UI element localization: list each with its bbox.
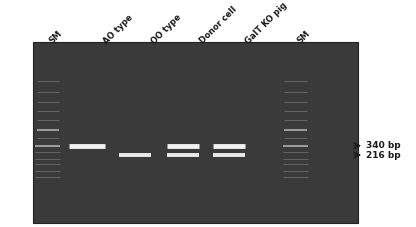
Text: GalT KO pig: GalT KO pig	[243, 0, 289, 46]
Text: Donor cell: Donor cell	[198, 5, 238, 46]
Text: 340 bp: 340 bp	[366, 141, 401, 150]
FancyBboxPatch shape	[33, 42, 358, 223]
Text: OO type: OO type	[150, 12, 183, 46]
Text: SM: SM	[48, 29, 64, 46]
Text: AO type: AO type	[102, 13, 135, 46]
Text: 216 bp: 216 bp	[366, 151, 401, 160]
Text: SM: SM	[295, 29, 312, 46]
